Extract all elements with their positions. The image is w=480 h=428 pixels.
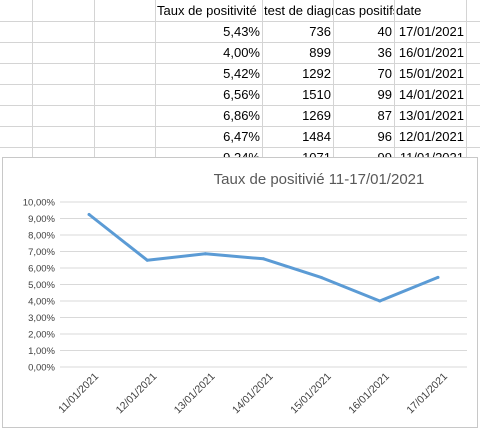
y-tick-label: 1,00% [28,346,55,357]
y-tick-label: 8,00% [28,231,55,242]
table-cell[interactable]: 96 [377,129,392,144]
y-tick-label: 2,00% [28,330,55,341]
x-tick-label: 12/01/2021 [114,371,160,417]
column-divider [333,0,334,160]
row-divider [0,63,480,64]
table-cell[interactable]: 87 [377,108,392,123]
data-point[interactable] [203,252,207,256]
y-tick-label: 3,00% [28,313,55,324]
column-divider [32,0,33,160]
chart-title: Taux de positivié 11-17/01/2021 [214,171,425,188]
y-tick-label: 0,00% [28,363,55,374]
y-tick-label: 6,00% [28,264,55,275]
x-tick-label: 13/01/2021 [172,371,218,417]
data-point[interactable] [262,257,265,261]
data-point[interactable] [145,258,149,262]
table-cell[interactable]: 15/01/2021 [398,66,464,81]
table-cell[interactable]: 736 [309,24,331,39]
row-divider [0,42,480,43]
data-point[interactable] [87,213,91,217]
data-point[interactable] [378,299,382,303]
header-cell[interactable]: Taux de positivité [157,3,257,18]
x-axis-ticks: 11/01/2021 12/01/2021 13/01/2021 14/01/2021… [56,371,450,417]
header-cell[interactable]: cas positifs [335,3,394,18]
data-point[interactable] [436,275,440,279]
table-cell[interactable]: 12/01/2021 [398,129,464,144]
series-layer [87,213,440,303]
header-cell[interactable]: test de diagnostic [264,3,333,18]
table-cell[interactable]: 1510 [302,87,331,102]
column-divider [155,0,156,160]
table-cell[interactable]: 99 [377,150,392,160]
y-axis-ticks: 0,00% 1,00% 2,00% 3,00% 4,00% 5,00% 6,00% 7,00%… [23,198,56,374]
x-tick-label: 11/01/2021 [56,371,101,416]
y-tick-label: 10,00% [23,198,56,209]
row-divider [0,21,480,22]
table-cell[interactable]: 5,42% [223,66,260,81]
y-tick-label: 9,00% [28,214,55,225]
table-cell[interactable]: 36 [377,45,392,60]
table-cell[interactable]: 70 [377,66,392,81]
spreadsheet-grid: Taux de positivité test de diagnostic ca… [0,0,480,160]
y-tick-label: 7,00% [28,247,55,258]
table-cell[interactable]: 13/01/2021 [398,108,464,123]
table-cell[interactable]: 14/01/2021 [398,87,464,102]
x-tick-label: 15/01/2021 [288,371,334,417]
table-cell[interactable]: 899 [309,45,331,60]
gridlines [60,201,467,368]
row-divider [0,105,480,106]
column-divider [262,0,263,160]
x-tick-label: 16/01/2021 [346,371,392,417]
table-cell[interactable]: 1071 [302,150,331,160]
table-cell[interactable]: 4,00% [223,45,260,60]
header-cell[interactable]: date [396,3,422,18]
table-cell[interactable]: 99 [377,87,392,102]
table-cell[interactable]: 1484 [302,129,331,144]
y-tick-label: 5,00% [28,280,55,291]
data-point[interactable] [320,276,324,280]
line-chart[interactable]: Taux de positivié 11-17/01/2021 0,00% 1,0… [2,157,478,428]
chart-canvas: Taux de positivié 11-17/01/2021 0,00% 1,0… [23,171,467,417]
x-tick-label: 17/01/2021 [404,371,450,417]
x-tick-label: 14/01/2021 [230,371,276,417]
table-cell[interactable]: 11/01/2021 [399,150,464,160]
column-divider [394,0,395,160]
table-cell[interactable]: 6,47% [223,129,260,144]
column-divider [94,0,95,160]
table-cell[interactable]: 1269 [302,108,331,123]
table-cell[interactable]: 6,86% [223,108,260,123]
table-cell[interactable]: 1292 [302,66,331,81]
table-cell[interactable]: 9,24% [223,150,260,160]
y-tick-label: 4,00% [28,297,55,308]
row-divider [0,126,480,127]
table-cell[interactable]: 16/01/2021 [398,45,464,60]
row-divider [0,84,480,85]
table-cell[interactable]: 40 [377,24,392,39]
row-divider [0,147,480,148]
column-divider [466,0,467,160]
table-cell[interactable]: 17/01/2021 [398,24,464,39]
table-cell[interactable]: 6,56% [223,87,260,102]
table-cell[interactable]: 5,43% [223,24,260,39]
